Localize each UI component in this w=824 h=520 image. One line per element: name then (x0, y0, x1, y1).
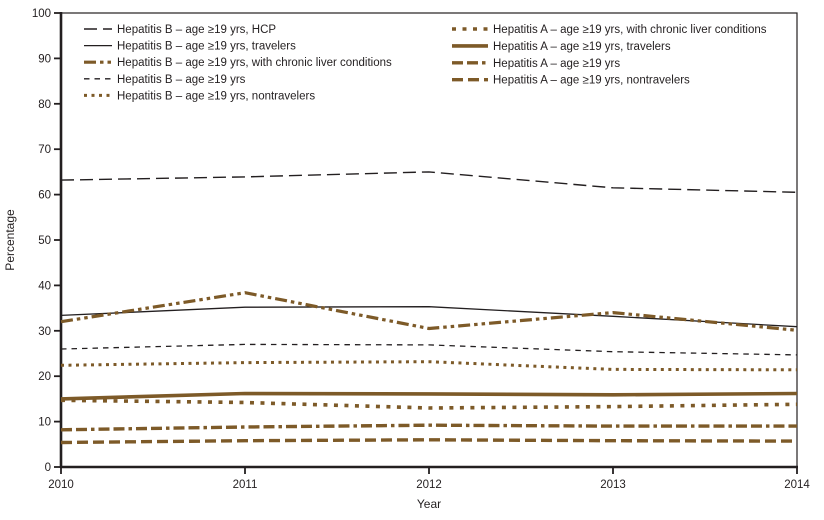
series-line-0 (60, 171, 798, 193)
x-tick-label: 2014 (784, 479, 810, 491)
series-line-5 (60, 398, 798, 410)
y-tick-label: 100 (32, 8, 51, 20)
legend-label-0: Hepatitis B – age ≥19 yrs, HCP (117, 24, 276, 36)
x-tick-label: 2013 (600, 479, 626, 491)
y-axis-title: Percentage (3, 209, 17, 271)
legend-label-6: Hepatitis A – age ≥19 yrs, travelers (493, 41, 671, 53)
legend-label-4: Hepatitis B – age ≥19 yrs, nontravelers (117, 90, 315, 102)
y-tick-label: 20 (38, 371, 51, 383)
y-tick-label: 40 (38, 280, 51, 292)
y-tick-label: 90 (38, 53, 51, 65)
y-tick-label: 70 (38, 144, 51, 156)
legend-label-5: Hepatitis A – age ≥19 yrs, with chronic … (493, 24, 767, 36)
x-tick-label: 2011 (233, 479, 258, 491)
legend-label-2: Hepatitis B – age ≥19 yrs, with chronic … (117, 57, 392, 69)
x-tick-label: 2010 (48, 479, 74, 491)
legend-label-7: Hepatitis A – age ≥19 yrs (493, 58, 620, 70)
series-line-6 (60, 391, 798, 401)
series-line-3 (60, 343, 798, 356)
y-tick-label: 10 (38, 417, 51, 429)
y-tick-label: 0 (45, 462, 51, 474)
x-axis-title: Year (417, 497, 441, 511)
series-line-8 (60, 438, 798, 445)
legend-label-3: Hepatitis B – age ≥19 yrs (117, 74, 246, 86)
y-tick-label: 80 (38, 99, 51, 111)
legend-label-8: Hepatitis A – age ≥19 yrs, nontravelers (493, 75, 690, 87)
series-line-1 (60, 306, 798, 328)
legend-label-1: Hepatitis B – age ≥19 yrs, travelers (117, 41, 296, 53)
y-tick-label: 30 (38, 326, 51, 338)
series-line-2 (60, 291, 798, 332)
y-tick-label: 50 (38, 235, 51, 247)
x-tick-label: 2012 (416, 479, 442, 491)
y-tick-label: 60 (38, 190, 51, 202)
series-line-4 (60, 360, 798, 372)
series-line-7 (60, 423, 797, 432)
